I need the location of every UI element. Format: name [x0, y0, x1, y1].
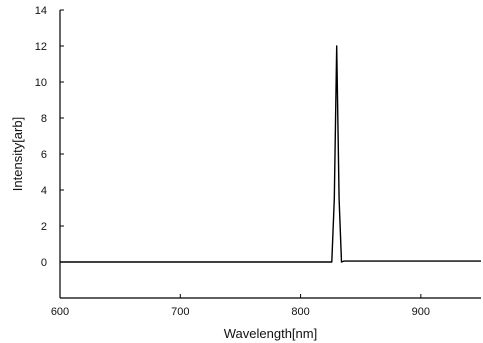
x-tick-label: 800 [291, 306, 309, 318]
axis-ticks: 0 2 4 6 8 10 12 14 600 700 800 900 [35, 5, 430, 318]
series-line [60, 45, 481, 263]
y-tick-label: 0 [41, 257, 47, 269]
plot-area [59, 10, 481, 299]
x-tick-label: 700 [171, 306, 189, 318]
x-tick-label: 900 [412, 306, 430, 318]
y-tick-label: 10 [35, 77, 47, 89]
data-series [60, 45, 481, 263]
y-tick-label: 6 [41, 149, 47, 161]
y-tick-label: 4 [41, 185, 47, 197]
x-axis-label: Wavelength[nm] [224, 326, 317, 341]
y-tick-label: 12 [35, 41, 47, 53]
y-tick-label: 2 [41, 221, 47, 233]
y-axis-label: Intensity[arb] [10, 117, 25, 191]
y-tick-label: 14 [35, 5, 47, 17]
x-tick-label: 600 [51, 306, 69, 318]
y-tick-label: 8 [41, 113, 47, 125]
